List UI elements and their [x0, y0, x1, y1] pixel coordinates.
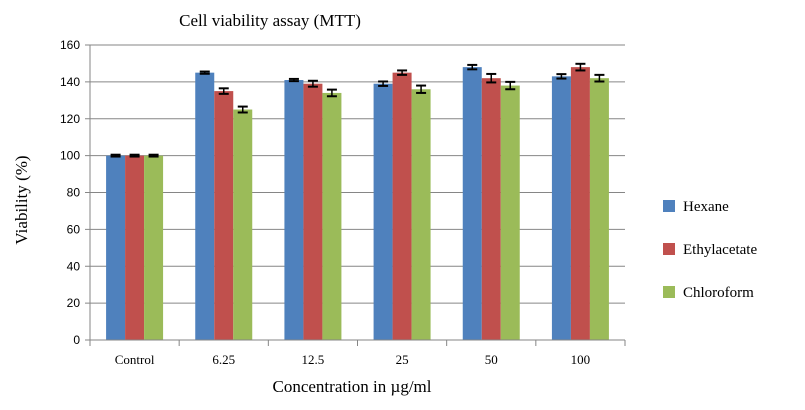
y-tick-label: 40	[67, 259, 81, 273]
bar	[462, 67, 482, 340]
x-axis-ticks: Control 6.25 12.5 25 50 100	[89, 340, 626, 367]
x-tick-label: 50	[485, 352, 498, 367]
y-tick-label: 100	[60, 149, 80, 163]
bar	[392, 72, 412, 340]
bar	[481, 78, 501, 340]
bar	[195, 72, 215, 340]
legend: Hexane Ethylacetate Chloroform	[663, 199, 757, 301]
x-tick-label: Control	[115, 352, 155, 367]
bar	[373, 83, 393, 340]
x-tick-label: 100	[571, 352, 591, 367]
legend-swatch	[663, 286, 675, 298]
bar	[303, 83, 323, 340]
x-axis-label: Concentration in µg/ml	[273, 377, 432, 396]
bar	[500, 85, 520, 340]
y-tick-label: 140	[60, 75, 80, 89]
y-tick-label: 20	[67, 296, 81, 310]
legend-label: Ethylacetate	[683, 242, 757, 258]
bars	[106, 67, 609, 340]
x-tick-label: 12.5	[302, 352, 325, 367]
y-tick-label: 60	[67, 222, 81, 236]
legend-swatch	[663, 200, 675, 212]
bar	[570, 67, 590, 340]
bar	[551, 76, 571, 340]
y-tick-label: 160	[60, 38, 80, 52]
y-tick-label: 0	[73, 333, 80, 347]
chart-title: Cell viability assay (MTT)	[179, 11, 361, 30]
legend-label: Hexane	[683, 199, 729, 215]
bar	[106, 155, 126, 340]
legend-swatch	[663, 243, 675, 255]
y-tick-label: 80	[67, 186, 81, 200]
y-axis-ticks: 0 20 40 60 80 100 120 140 160	[60, 38, 90, 347]
gridlines	[90, 44, 625, 304]
bar	[284, 80, 304, 340]
legend-label: Chloroform	[683, 285, 754, 301]
bar	[322, 92, 342, 340]
bar	[589, 78, 609, 340]
bar	[214, 91, 234, 340]
bar	[144, 155, 164, 340]
bar	[411, 89, 431, 340]
error-bars	[110, 62, 605, 158]
x-tick-label: 25	[396, 352, 409, 367]
y-axis-label: Viability (%)	[12, 155, 31, 244]
y-tick-label: 120	[60, 112, 80, 126]
x-tick-label: 6.25	[212, 352, 235, 367]
bar	[125, 155, 145, 340]
bar	[233, 109, 253, 340]
